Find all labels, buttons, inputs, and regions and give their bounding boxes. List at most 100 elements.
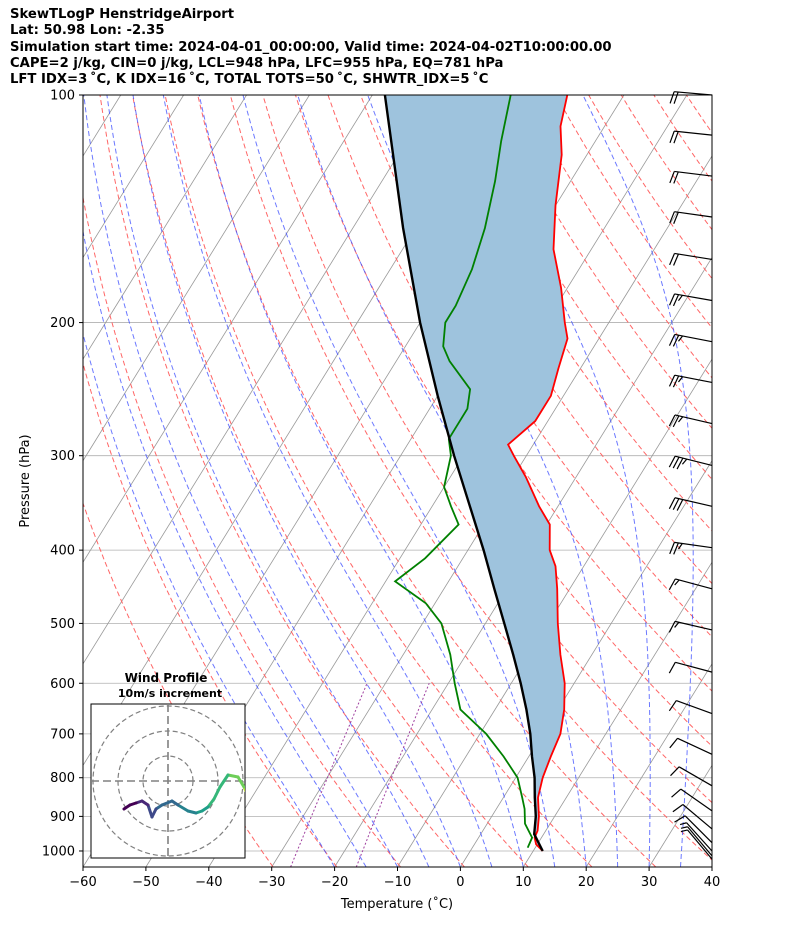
wind-barb	[669, 130, 713, 144]
hodograph-segment	[206, 797, 216, 809]
x-tick-label: 0	[456, 875, 464, 890]
simulation-times: Simulation start time: 2024-04-01_00:00:…	[10, 39, 612, 55]
wind-barb-feather	[680, 826, 688, 829]
y-tick-label: 200	[50, 316, 75, 331]
wind-barb-feather	[668, 374, 676, 387]
hodograph-segment	[218, 773, 230, 789]
dry-adiabat-line	[523, 95, 712, 379]
hodograph-segment	[236, 775, 245, 789]
wind-barb-shaft	[674, 497, 713, 507]
wind-barb-feather	[676, 499, 684, 511]
hodograph-segment	[264, 817, 270, 821]
isotherm-line	[83, 95, 247, 360]
isotherm-line	[397, 358, 712, 867]
wind-barb-shaft	[682, 804, 713, 830]
wind-barb	[669, 737, 713, 755]
isotherm-line	[83, 95, 436, 665]
wind-barb-feather	[673, 212, 679, 224]
wind-barb-feather	[668, 621, 676, 633]
wind-barb-feather	[668, 293, 676, 306]
wind-barb-feather	[668, 578, 676, 591]
wind-barb-feather	[669, 211, 675, 224]
y-tick-label: 900	[50, 810, 75, 825]
dewpoint-profile-line	[393, 95, 534, 849]
wind-barb	[669, 252, 713, 266]
isotherm-line	[208, 95, 688, 867]
wind-barb-feather	[674, 579, 680, 586]
x-tick-label: −10	[384, 875, 411, 890]
wind-barb	[672, 804, 713, 830]
wind-barb-shaft	[676, 700, 713, 715]
wind-barb-feather	[668, 662, 676, 674]
hodograph-segment	[254, 805, 258, 811]
parcel-profile-line	[383, 95, 544, 852]
wind-barb	[668, 293, 713, 307]
moist-adiabat-line	[198, 95, 524, 867]
wind-barb-feather	[672, 415, 680, 428]
isotherm-line	[522, 561, 712, 867]
wind-barb-feather	[674, 815, 686, 823]
hodograph-title: Wind Profile	[125, 671, 208, 685]
wind-barb-shaft	[674, 130, 713, 136]
wind-barb-feather	[672, 456, 680, 469]
wind-barb	[671, 788, 713, 812]
wind-barb-feather	[677, 294, 683, 302]
dry-adiabat-line	[132, 95, 529, 867]
x-tick-label: 10	[515, 875, 532, 890]
wind-barb-shaft	[674, 374, 713, 384]
x-tick-label: −30	[258, 875, 285, 890]
dry-adiabat-line	[555, 95, 712, 329]
y-axis-label: Pressure (hPa)	[18, 434, 33, 527]
hodograph-segment	[248, 795, 254, 805]
wind-barb-shaft	[675, 661, 713, 673]
wind-barb-feather	[669, 253, 676, 266]
wind-barb	[680, 826, 713, 857]
temperature-profile-line	[506, 95, 569, 852]
wind-barb-shaft	[674, 541, 713, 549]
wind-barb-shaft	[677, 737, 713, 755]
wind-barb-feather	[668, 700, 677, 712]
wind-barb-shaft	[674, 211, 713, 218]
wind-barb-feather	[677, 335, 684, 342]
dry-adiabat-line	[653, 95, 712, 182]
station-coordinates: Lat: 50.98 Lon: -2.35	[10, 23, 165, 39]
wind-barb	[679, 822, 713, 852]
moist-adiabat-line	[106, 95, 430, 867]
wind-barb-shaft	[686, 822, 713, 852]
wind-barb-feather	[669, 171, 675, 184]
y-tick-label: 800	[50, 771, 75, 786]
y-tick-label: 400	[50, 544, 75, 559]
wind-barb-shaft	[674, 414, 713, 425]
mixing-ratio-line	[290, 683, 368, 867]
chart-header: SkewTLogP HenstridgeAirport Lat: 50.98 L…	[10, 7, 612, 88]
wind-barb-shaft	[674, 91, 713, 96]
moist-adiabat-line	[83, 331, 336, 867]
wind-barb-feather	[673, 253, 679, 266]
wind-barb	[668, 333, 713, 347]
wind-barb-feather	[672, 294, 680, 307]
wind-barb-feather	[680, 829, 688, 833]
x-tick-label: 30	[641, 875, 658, 890]
wind-barb-shaft	[675, 578, 713, 590]
wind-barb-feather	[668, 414, 676, 427]
isotherm-line	[585, 663, 712, 867]
hodograph-subtitle: 10m/s increment	[118, 687, 222, 700]
wind-barb-shaft	[687, 826, 713, 857]
wind-barb	[669, 91, 713, 104]
wind-barb-shaft	[674, 620, 713, 631]
moist-adiabat-line	[83, 95, 398, 867]
hodograph-segment	[176, 803, 190, 813]
chart-title: SkewTLogP HenstridgeAirport	[10, 7, 235, 22]
isotherm-line	[83, 95, 373, 564]
wind-barb-feather	[677, 376, 684, 383]
isotherm-line	[83, 95, 184, 259]
hodograph-segment	[212, 785, 222, 801]
wind-barb-feather	[673, 542, 679, 555]
moist-adiabat-line	[459, 95, 651, 867]
wind-barb-shaft	[678, 766, 713, 787]
wind-barb-feather	[672, 804, 684, 813]
wind-barb-shaft	[674, 293, 713, 302]
wind-barb	[680, 829, 713, 860]
wind-barb-feather	[672, 334, 680, 347]
